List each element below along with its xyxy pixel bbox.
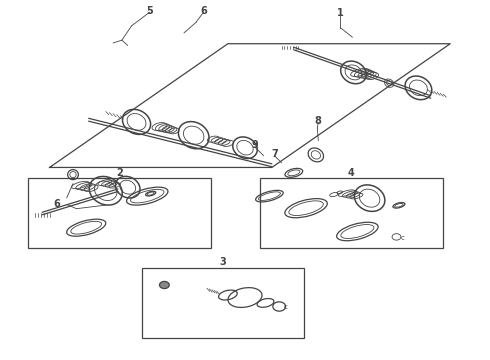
Bar [143,268,304,338]
Text: c: c [284,304,288,310]
Text: 2: 2 [116,168,122,178]
Text: 9: 9 [251,140,258,150]
Ellipse shape [159,282,169,289]
Text: c: c [400,235,404,240]
Text: 7: 7 [271,149,278,159]
Text: 5: 5 [147,6,153,17]
Bar [260,178,443,248]
Text: 4: 4 [348,168,355,178]
Text: 8: 8 [315,116,322,126]
Text: 6: 6 [200,6,207,17]
Text: 6: 6 [53,199,60,210]
Bar [27,178,211,248]
Text: 1: 1 [337,8,343,18]
Text: 3: 3 [220,257,226,267]
